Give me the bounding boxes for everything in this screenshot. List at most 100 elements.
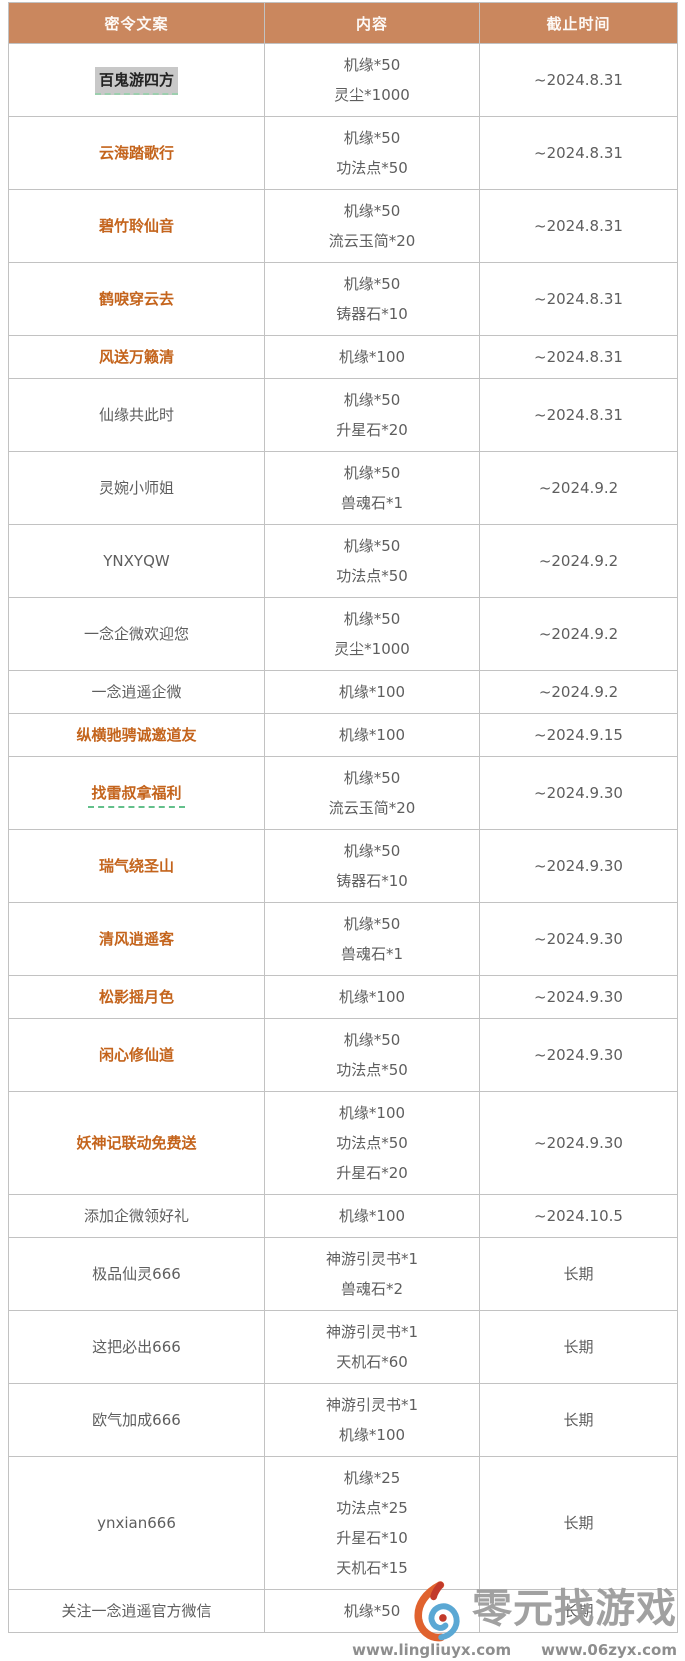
reward-item: 机缘*100 bbox=[338, 1104, 406, 1122]
reward-item: 升星石*10 bbox=[336, 1529, 408, 1547]
table-row: 一念逍遥企微 机缘*100 ~2024.9.2 bbox=[8, 670, 678, 714]
reward-item: 机缘*50 bbox=[343, 391, 401, 409]
reward-item: 机缘*50 bbox=[343, 915, 401, 933]
content-cell: 机缘*50 铸器石*10 bbox=[264, 262, 480, 336]
reward-item: 机缘*50 bbox=[343, 610, 401, 628]
code-cell: 欧气加成666 bbox=[8, 1383, 265, 1457]
reward-item: 流云玉简*20 bbox=[328, 232, 416, 250]
table-row: ynxian666 机缘*25 功法点*25 升星石*10 天机石*15 长期 bbox=[8, 1456, 678, 1590]
code-text: 一念企微欢迎您 bbox=[83, 625, 189, 643]
deadline-cell: ~2024.9.2 bbox=[479, 451, 678, 525]
code-cell: 妖神记联动免费送 bbox=[8, 1091, 265, 1195]
reward-item: 机缘*50 bbox=[343, 129, 401, 147]
reward-item: 灵尘*1000 bbox=[334, 86, 410, 104]
reward-item: 铸器石*10 bbox=[336, 872, 408, 890]
code-cell: 风送万籁清 bbox=[8, 335, 265, 379]
code-cell: 清风逍遥客 bbox=[8, 902, 265, 976]
deadline-cell: ~2024.9.30 bbox=[479, 756, 678, 830]
deadline-cell: ~2024.9.30 bbox=[479, 1018, 678, 1092]
table-row: 百鬼游四方 机缘*50 灵尘*1000 ~2024.8.31 bbox=[8, 43, 678, 117]
col-header-content: 内容 bbox=[264, 2, 480, 44]
reward-item: 神游引灵书*1 bbox=[325, 1250, 419, 1268]
watermark-url-left: www.lingliuyx.com bbox=[352, 1641, 512, 1659]
reward-item: 机缘*100 bbox=[338, 1426, 406, 1444]
content-cell: 机缘*50 灵尘*1000 bbox=[264, 43, 480, 117]
reward-item: 功法点*50 bbox=[336, 159, 408, 177]
table-row: 清风逍遥客 机缘*50 兽魂石*1 ~2024.9.30 bbox=[8, 902, 678, 976]
reward-item: 神游引灵书*1 bbox=[325, 1396, 419, 1414]
deadline-cell: ~2024.9.30 bbox=[479, 975, 678, 1019]
code-text: 百鬼游四方 bbox=[94, 67, 178, 95]
code-cell: 一念企微欢迎您 bbox=[8, 597, 265, 671]
deadline-cell: ~2024.8.31 bbox=[479, 335, 678, 379]
table-row: 碧竹聆仙音 机缘*50 流云玉简*20 ~2024.8.31 bbox=[8, 189, 678, 263]
content-cell: 机缘*50 铸器石*10 bbox=[264, 829, 480, 903]
table-row: 纵横驰骋诚邀道友 机缘*100 ~2024.9.15 bbox=[8, 713, 678, 757]
reward-item: 机缘*50 bbox=[343, 537, 401, 555]
table-row: 松影摇月色 机缘*100 ~2024.9.30 bbox=[8, 975, 678, 1019]
table-body: 百鬼游四方 机缘*50 灵尘*1000 ~2024.8.31 云海踏歌行 机缘*5… bbox=[8, 43, 678, 1633]
content-cell: 机缘*100 bbox=[264, 975, 480, 1019]
content-cell: 机缘*50 功法点*50 bbox=[264, 1018, 480, 1092]
reward-item: 兽魂石*1 bbox=[340, 494, 404, 512]
content-cell: 机缘*100 bbox=[264, 1194, 480, 1238]
deadline-cell: 长期 bbox=[479, 1237, 678, 1311]
code-text: 纵横驰骋诚邀道友 bbox=[76, 726, 197, 744]
content-cell: 机缘*100 功法点*50 升星石*20 bbox=[264, 1091, 480, 1195]
reward-item: 兽魂石*2 bbox=[340, 1280, 404, 1298]
table-row: 找雷叔拿福利 机缘*50 流云玉简*20 ~2024.9.30 bbox=[8, 756, 678, 830]
reward-item: 铸器石*10 bbox=[336, 305, 408, 323]
content-cell: 机缘*50 功法点*50 bbox=[264, 524, 480, 598]
code-cell: 一念逍遥企微 bbox=[8, 670, 265, 714]
table-row: 欧气加成666 神游引灵书*1 机缘*100 长期 bbox=[8, 1383, 678, 1457]
reward-item: 功法点*50 bbox=[336, 1134, 408, 1152]
table-row: 闲心修仙道 机缘*50 功法点*50 ~2024.9.30 bbox=[8, 1018, 678, 1092]
code-text: 极品仙灵666 bbox=[92, 1265, 181, 1283]
table-row: 灵婉小师姐 机缘*50 兽魂石*1 ~2024.9.2 bbox=[8, 451, 678, 525]
code-text: 鹤唳穿云去 bbox=[98, 290, 174, 308]
watermark-logo-row: 零元找游戏 bbox=[410, 1581, 677, 1642]
code-cell: 闲心修仙道 bbox=[8, 1018, 265, 1092]
reward-item: 功法点*50 bbox=[336, 1061, 408, 1079]
reward-item: 机缘*100 bbox=[338, 683, 406, 701]
deadline-cell: 长期 bbox=[479, 1310, 678, 1384]
content-cell: 机缘*100 bbox=[264, 335, 480, 379]
deadline-cell: ~2024.8.31 bbox=[479, 189, 678, 263]
reward-item: 机缘*100 bbox=[338, 988, 406, 1006]
code-text: 这把必出666 bbox=[92, 1338, 181, 1356]
reward-item: 机缘*25 bbox=[343, 1469, 401, 1487]
reward-item: 机缘*50 bbox=[343, 842, 401, 860]
code-text: 松影摇月色 bbox=[98, 988, 174, 1006]
code-text: 妖神记联动免费送 bbox=[76, 1134, 197, 1152]
reward-item: 机缘*100 bbox=[338, 348, 406, 366]
code-text: 添加企微领好礼 bbox=[83, 1207, 189, 1225]
reward-item: 天机石*60 bbox=[336, 1353, 408, 1371]
code-cell: 碧竹聆仙音 bbox=[8, 189, 265, 263]
deadline-cell: ~2024.9.2 bbox=[479, 670, 678, 714]
deadline-cell: 长期 bbox=[479, 1589, 678, 1633]
reward-item: 机缘*50 bbox=[343, 275, 401, 293]
reward-item: 机缘*50 bbox=[343, 1602, 401, 1620]
code-text: 风送万籁清 bbox=[98, 348, 174, 366]
code-cell: ynxian666 bbox=[8, 1456, 265, 1590]
reward-item: 机缘*100 bbox=[338, 726, 406, 744]
code-text: 灵婉小师姐 bbox=[98, 479, 174, 497]
deadline-cell: ~2024.8.31 bbox=[479, 262, 678, 336]
reward-item: 功法点*50 bbox=[336, 567, 408, 585]
code-cell: 鹤唳穿云去 bbox=[8, 262, 265, 336]
reward-item: 流云玉简*20 bbox=[328, 799, 416, 817]
deadline-cell: ~2024.9.2 bbox=[479, 597, 678, 671]
reward-item: 兽魂石*1 bbox=[340, 945, 404, 963]
deadline-cell: ~2024.8.31 bbox=[479, 116, 678, 190]
content-cell: 机缘*50 兽魂石*1 bbox=[264, 451, 480, 525]
gift-code-table: 密令文案 内容 截止时间 百鬼游四方 机缘*50 灵尘*1000 ~2024.8.… bbox=[8, 2, 678, 1633]
reward-item: 天机石*15 bbox=[336, 1559, 408, 1577]
code-cell: 纵横驰骋诚邀道友 bbox=[8, 713, 265, 757]
reward-item: 灵尘*1000 bbox=[334, 640, 410, 658]
table-row: 极品仙灵666 神游引灵书*1 兽魂石*2 长期 bbox=[8, 1237, 678, 1311]
reward-item: 机缘*50 bbox=[343, 464, 401, 482]
code-cell: 灵婉小师姐 bbox=[8, 451, 265, 525]
code-text: 碧竹聆仙音 bbox=[98, 217, 174, 235]
reward-item: 机缘*100 bbox=[338, 1207, 406, 1225]
